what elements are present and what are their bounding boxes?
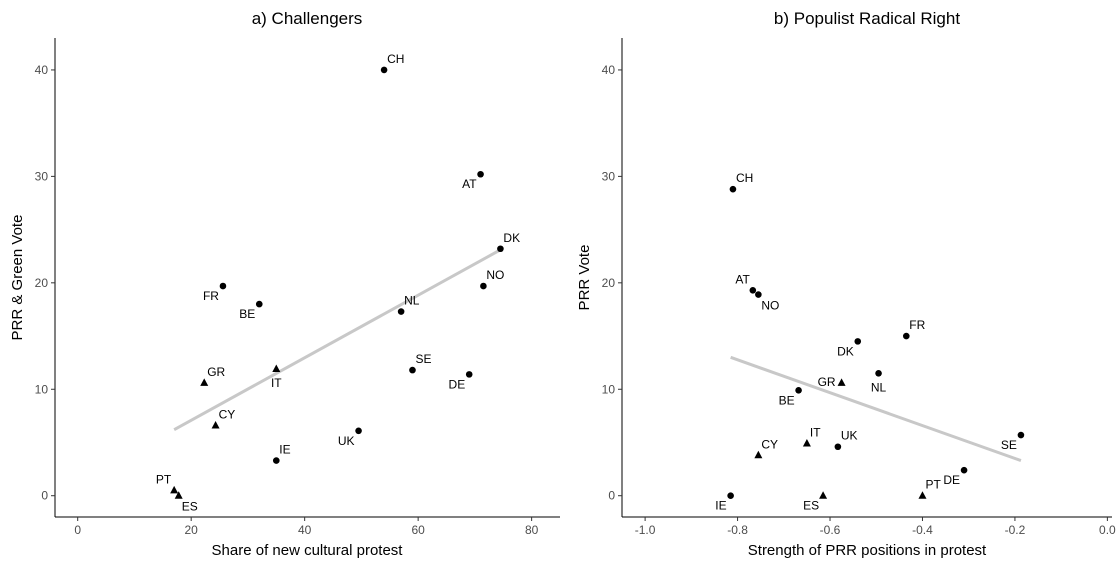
panel-title: b) Populist Radical Right bbox=[774, 9, 960, 28]
point-label: NO bbox=[486, 268, 504, 282]
x-tick-label: 40 bbox=[298, 523, 312, 537]
point-label: ES bbox=[803, 499, 819, 513]
point-label: AT bbox=[735, 272, 750, 286]
point-label: IT bbox=[810, 426, 821, 440]
data-point-circle bbox=[902, 332, 910, 340]
point-label: FR bbox=[203, 289, 219, 303]
data-point-triangle bbox=[211, 420, 220, 429]
point-label: PT bbox=[156, 472, 172, 486]
point-label: UK bbox=[841, 429, 858, 443]
point-label: CH bbox=[387, 52, 404, 66]
data-point-triangle bbox=[802, 439, 811, 447]
y-tick-label: 40 bbox=[35, 63, 49, 77]
point-label: PT bbox=[925, 478, 941, 492]
point-label: BE bbox=[239, 307, 255, 321]
point-label: BE bbox=[779, 393, 795, 407]
point-label: UK bbox=[338, 434, 355, 448]
x-tick-label: 0 bbox=[74, 523, 81, 537]
point-label: CY bbox=[219, 407, 236, 421]
data-point-circle bbox=[355, 427, 362, 435]
y-tick-label: 10 bbox=[35, 382, 49, 396]
data-point-circle bbox=[219, 282, 227, 290]
point-label: ES bbox=[182, 500, 198, 514]
point-label: AT bbox=[462, 177, 477, 191]
data-point-triangle bbox=[918, 491, 927, 499]
y-tick-label: 40 bbox=[602, 63, 616, 77]
data-point-circle bbox=[380, 66, 388, 74]
data-point-triangle bbox=[170, 485, 179, 494]
data-point-circle bbox=[795, 387, 802, 394]
data-point-circle bbox=[727, 492, 734, 500]
y-tick-label: 20 bbox=[35, 276, 49, 290]
point-label: NL bbox=[871, 380, 887, 394]
x-axis-title: Share of new cultural protest bbox=[212, 542, 404, 559]
x-tick-label: 0.0 bbox=[1099, 523, 1116, 537]
data-point-circle bbox=[409, 366, 416, 374]
y-axis-title: PRR & Green Vote bbox=[9, 215, 26, 341]
panel-a: a) Challengers 0 10 20 30 40 0 20 40 60 80 Share of… bbox=[9, 9, 560, 559]
data-point-triangle bbox=[200, 378, 209, 386]
x-tick-label: -0.4 bbox=[912, 523, 933, 537]
data-point-circle bbox=[960, 466, 968, 474]
regression-line bbox=[730, 355, 1022, 462]
point-label: IE bbox=[279, 443, 290, 457]
point-label: FR bbox=[909, 318, 925, 332]
data-point-triangle bbox=[174, 491, 183, 499]
y-tick-label: 0 bbox=[608, 489, 615, 503]
data-point-circle bbox=[255, 300, 263, 308]
point-label: NO bbox=[761, 299, 779, 313]
data-point-circle bbox=[480, 282, 487, 290]
data-point-circle bbox=[755, 291, 762, 298]
data-point-circle bbox=[397, 308, 405, 315]
x-tick-label: 80 bbox=[525, 523, 539, 537]
data-point-triangle bbox=[754, 450, 763, 459]
point-label: CH bbox=[736, 171, 753, 185]
panel-title: a) Challengers bbox=[252, 9, 363, 28]
regression-line bbox=[173, 248, 502, 432]
point-label: GR bbox=[207, 365, 225, 379]
data-point-circle bbox=[729, 185, 737, 193]
point-label: NL bbox=[404, 294, 420, 308]
x-tick-label: -0.8 bbox=[727, 523, 748, 537]
point-label: IT bbox=[271, 376, 282, 390]
point-label: IE bbox=[715, 499, 726, 513]
data-point-circle bbox=[465, 371, 473, 378]
data-point-triangle bbox=[837, 378, 846, 386]
data-point-circle bbox=[834, 443, 842, 451]
point-label: DK bbox=[503, 231, 520, 245]
y-tick-label: 0 bbox=[41, 489, 48, 503]
point-label: CY bbox=[761, 437, 778, 451]
point-label: DE bbox=[943, 473, 960, 487]
data-point-circle bbox=[749, 286, 757, 294]
x-tick-label: -1.0 bbox=[635, 523, 656, 537]
data-point-circle bbox=[854, 338, 862, 345]
y-tick-label: 30 bbox=[35, 169, 49, 183]
data-point-circle bbox=[875, 370, 882, 377]
data-point-circle bbox=[477, 170, 484, 178]
x-tick-label: 60 bbox=[411, 523, 425, 537]
data-point-circle bbox=[272, 457, 280, 464]
point-label: SE bbox=[415, 352, 431, 366]
data-point-circle bbox=[497, 245, 504, 253]
y-axis-title: PRR Vote bbox=[576, 245, 593, 311]
x-tick-label: 20 bbox=[185, 523, 199, 537]
y-tick-label: 10 bbox=[602, 382, 616, 396]
point-label: SE bbox=[1001, 438, 1017, 452]
point-label: GR bbox=[818, 375, 836, 389]
data-point-triangle bbox=[819, 491, 828, 499]
data-point-triangle bbox=[272, 364, 281, 373]
y-tick-label: 30 bbox=[602, 169, 616, 183]
y-tick-label: 20 bbox=[602, 276, 616, 290]
point-label: DK bbox=[837, 344, 854, 358]
point-label: DE bbox=[449, 377, 466, 391]
x-tick-label: -0.6 bbox=[820, 523, 841, 537]
panel-b: b) Populist Radical Right 0 10 20 30 40 -1.0 -0… bbox=[576, 9, 1116, 559]
data-point-circle bbox=[1017, 431, 1025, 439]
x-tick-label: -0.2 bbox=[1005, 523, 1026, 537]
x-axis-title: Strength of PRR positions in protest bbox=[748, 542, 987, 559]
